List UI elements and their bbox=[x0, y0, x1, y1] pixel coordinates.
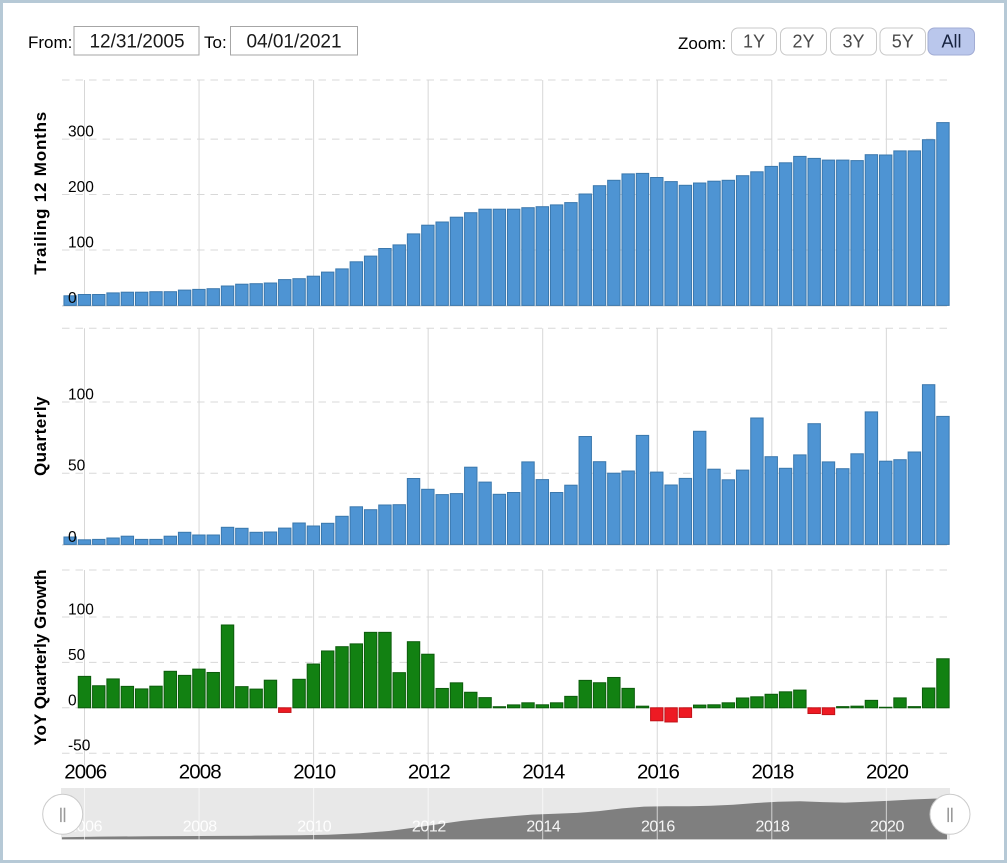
svg-text:2008: 2008 bbox=[183, 818, 217, 835]
svg-text:2010: 2010 bbox=[297, 818, 331, 835]
svg-text:All: All bbox=[941, 32, 961, 52]
svg-text:2014: 2014 bbox=[522, 760, 565, 783]
svg-text:2020: 2020 bbox=[870, 818, 904, 835]
svg-text:To:: To: bbox=[204, 33, 227, 52]
svg-text:100: 100 bbox=[68, 387, 94, 404]
svg-text:50: 50 bbox=[68, 458, 86, 475]
svg-text:From:: From: bbox=[28, 33, 72, 52]
svg-text:200: 200 bbox=[68, 179, 94, 196]
svg-text:2016: 2016 bbox=[637, 760, 680, 783]
svg-text:2008: 2008 bbox=[179, 760, 222, 783]
svg-text:12/31/2005: 12/31/2005 bbox=[89, 32, 184, 53]
svg-text:0: 0 bbox=[68, 290, 77, 307]
svg-text:2014: 2014 bbox=[526, 818, 560, 835]
svg-text:0: 0 bbox=[68, 529, 77, 546]
svg-text:2018: 2018 bbox=[751, 760, 794, 783]
svg-text:100: 100 bbox=[68, 235, 94, 252]
svg-text:-50: -50 bbox=[68, 738, 91, 755]
svg-text:2018: 2018 bbox=[756, 818, 790, 835]
svg-text:2020: 2020 bbox=[866, 760, 909, 783]
svg-text:YoY Quarterly Growth: YoY Quarterly Growth bbox=[31, 569, 50, 745]
svg-text:2016: 2016 bbox=[641, 818, 675, 835]
svg-text:50: 50 bbox=[68, 647, 86, 664]
svg-text:3Y: 3Y bbox=[842, 32, 864, 52]
svg-text:2012: 2012 bbox=[412, 818, 446, 835]
svg-text:2012: 2012 bbox=[408, 760, 451, 783]
svg-text:Quarterly: Quarterly bbox=[31, 396, 50, 476]
svg-text:2Y: 2Y bbox=[792, 32, 814, 52]
svg-text:5Y: 5Y bbox=[892, 32, 914, 52]
svg-text:04/01/2021: 04/01/2021 bbox=[246, 32, 341, 53]
svg-text:0: 0 bbox=[68, 692, 77, 709]
svg-text:2010: 2010 bbox=[293, 760, 336, 783]
svg-text:100: 100 bbox=[68, 602, 94, 619]
svg-text:Trailing 12 Months: Trailing 12 Months bbox=[31, 111, 50, 275]
svg-text:300: 300 bbox=[68, 124, 94, 141]
svg-text:1Y: 1Y bbox=[743, 32, 765, 52]
svg-text:Zoom:: Zoom: bbox=[678, 34, 726, 53]
svg-text:2006: 2006 bbox=[64, 760, 107, 783]
